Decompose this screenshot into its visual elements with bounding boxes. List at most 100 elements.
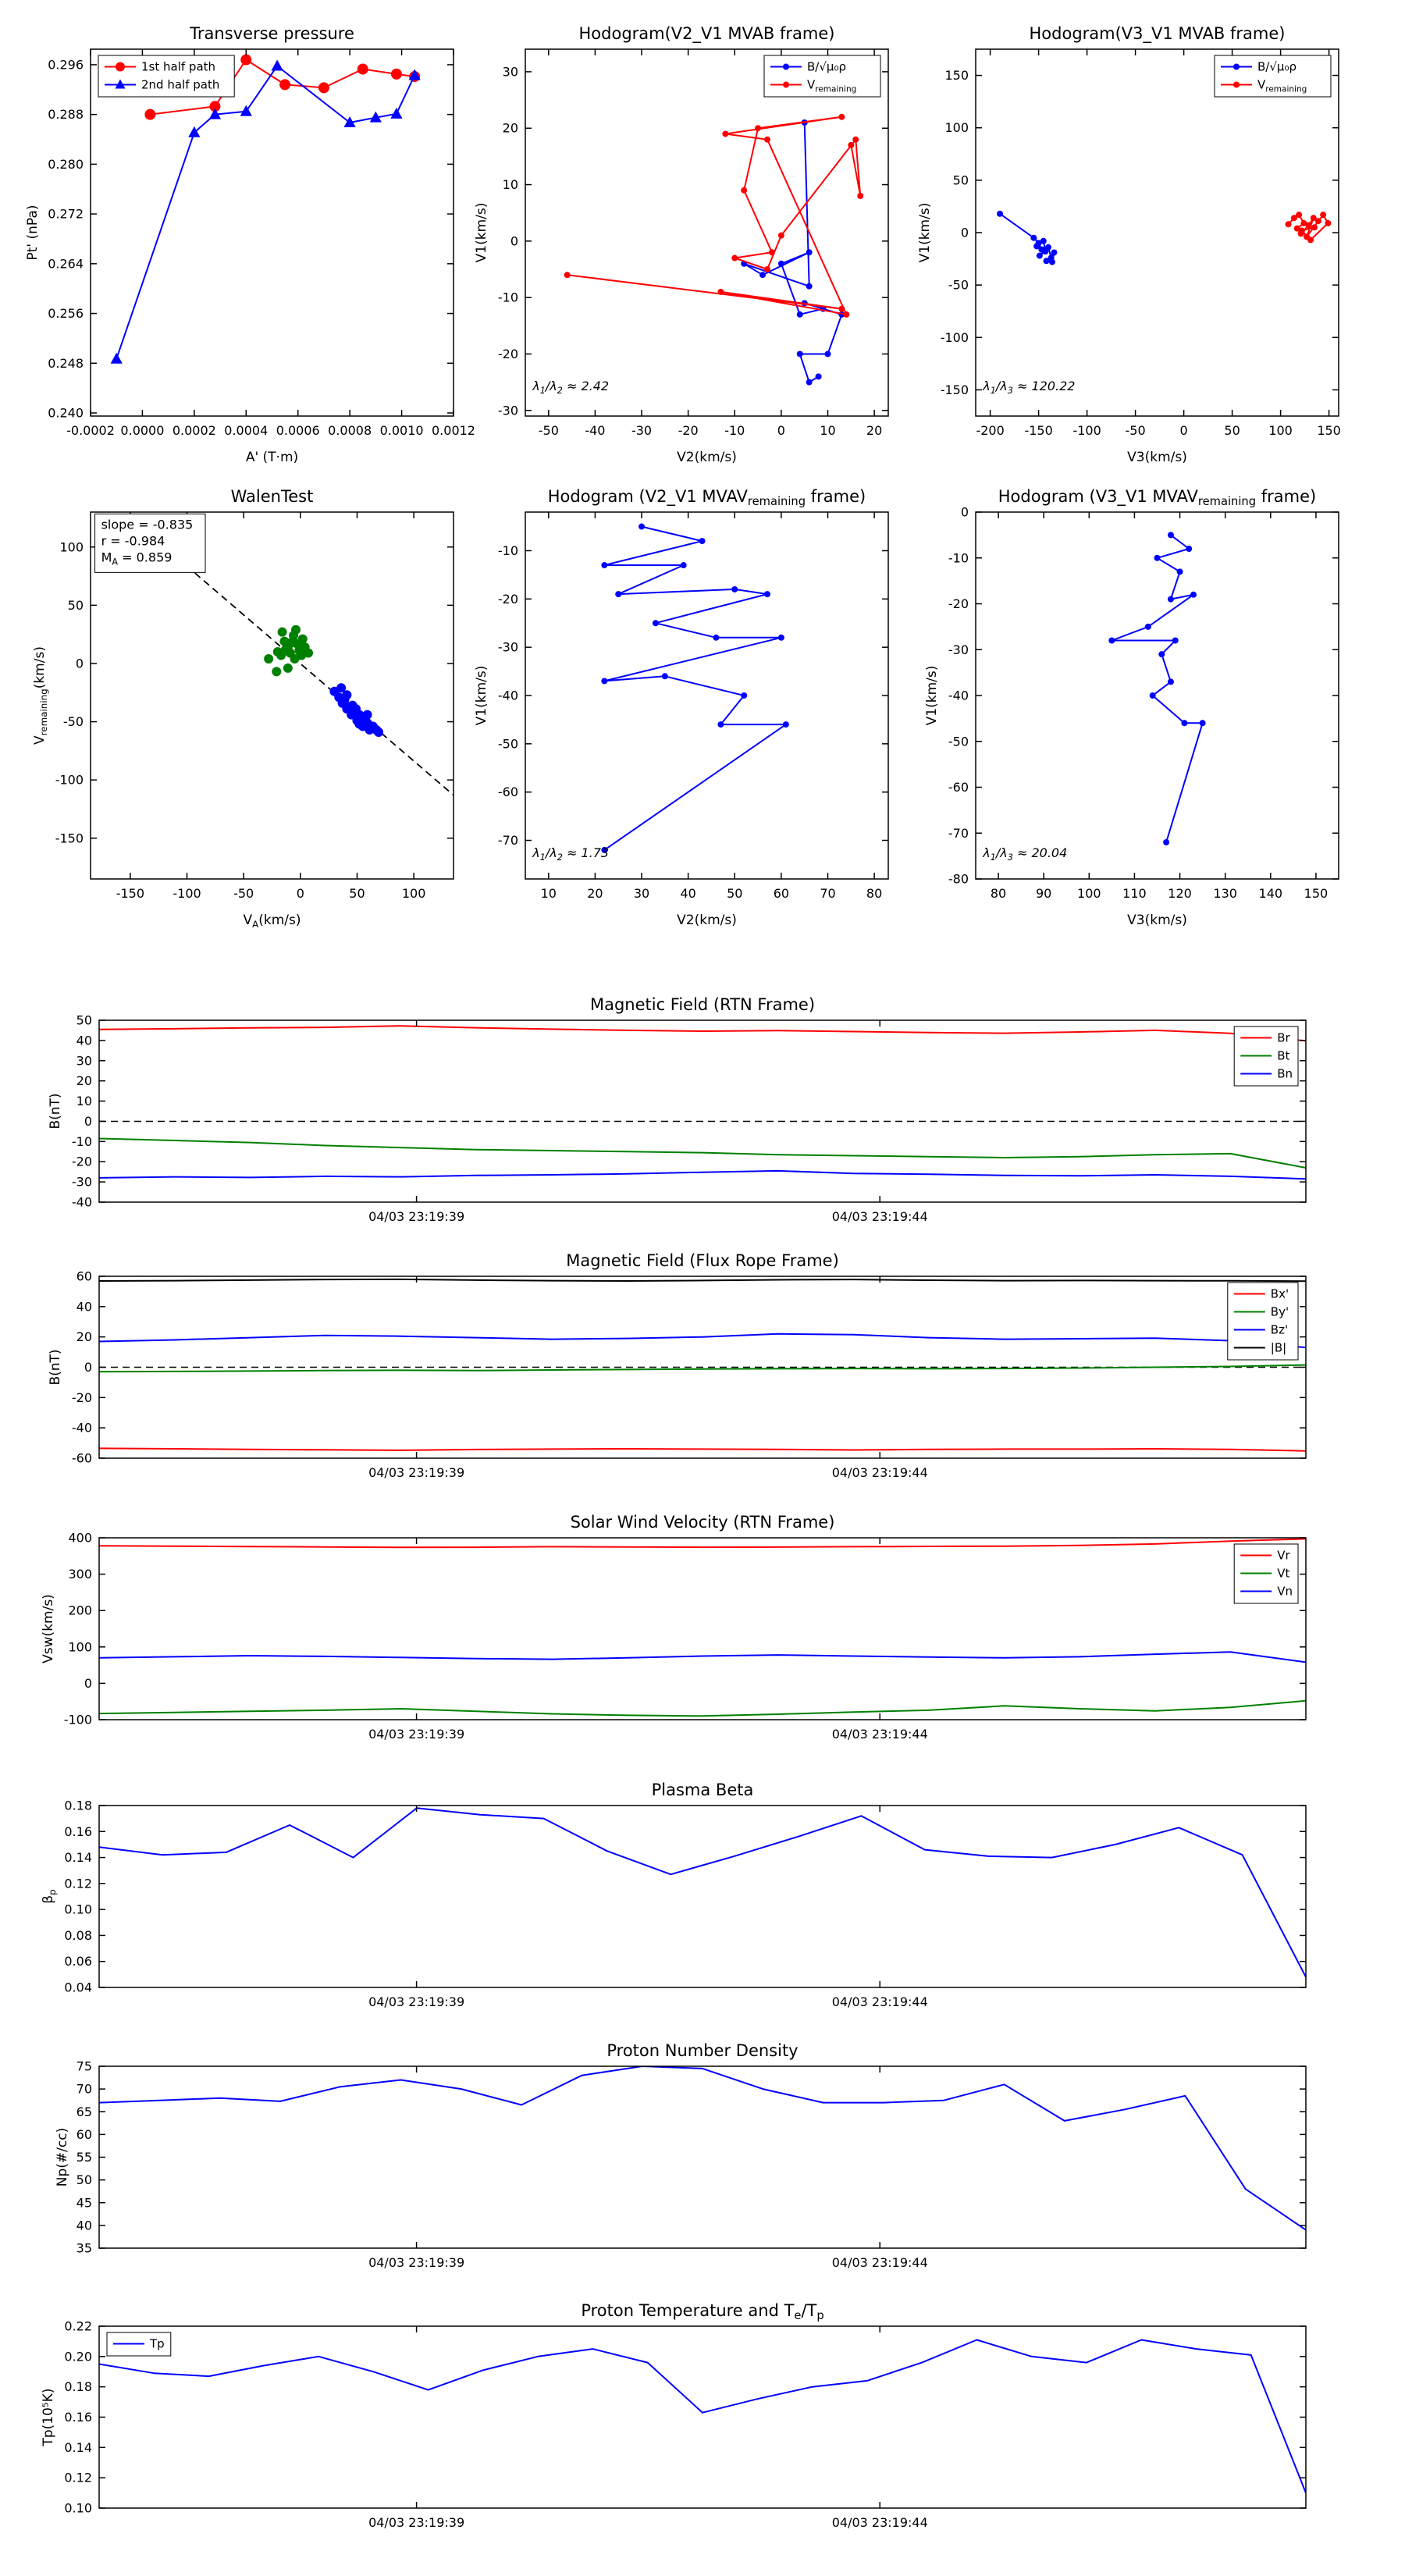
walen-test-xtick-label: -150 [116,886,144,901]
hodogram-v3v1-mvav-xtick-label: 150 [1304,886,1329,901]
vsw-rtn-frame [98,1537,1307,1720]
hodogram-v2v1-mvab-annotation: λ1/λ2 ≈ 2.42 [532,379,609,396]
vsw-rtn-ylabel: Vsw(km/s) [41,1594,56,1663]
hodogram-v3v1-mvab-xtick-label: -150 [1024,423,1052,438]
transverse-pressure-xlabel: A' (T·m) [246,450,298,465]
hodogram-v3v1-mvav-ytick-label: -20 [948,596,969,611]
vsw-rtn-series-1 [99,1699,1306,1717]
proton-temp-plot-area [99,2339,1306,2493]
chart-hodogram-v2v1-mvab: -50 -40 -30 -20 -10 0 10 20 -30 -20 -10 0 10 20 30 Hodo… [474,24,889,465]
chart-hodogram-v3v1-mvav: 80 90 100 110 120 130 140 150 0 -10 -20 -30 -40 -50 -6… [924,487,1339,928]
hodogram-v2v1-mvab-legend-label: B/√μ₀ρ [807,60,846,74]
hodogram-v2v1-mvav-xtick-label: 70 [820,886,835,901]
vsw-rtn-ytick-label: 200 [68,1603,92,1618]
mag-flux-rope-xtick-label: 04/03 23:19:44 [832,1465,928,1480]
hodogram-v2v1-mvav-plot-area [601,523,789,853]
vsw-rtn-plot-area [99,1538,1306,1717]
hodogram-v2v1-mvab-ytick-label: 30 [503,64,518,79]
hodogram-v3v1-mvab-markers-0 [997,210,1058,265]
hodogram-v3v1-mvav-markers-0 [1108,532,1206,845]
transverse-pressure-plot-area [110,54,421,364]
proton-temp-xtick-label: 04/03 23:19:44 [832,2515,928,2530]
hodogram-v3v1-mvab-legend-label: B/√μ₀ρ [1257,60,1297,74]
mag-rtn-xtick-label: 04/03 23:19:44 [832,1209,928,1224]
mag-flux-rope-ytick-label: 60 [76,1269,92,1284]
plasma-beta-ytick-label: 0.10 [64,1902,92,1917]
vsw-rtn-series-2 [99,1651,1306,1663]
transverse-pressure-ytick-label: 0.240 [48,406,84,421]
transverse-pressure-ytick-label: 0.288 [48,107,84,122]
mag-rtn-title: Magnetic Field (RTN Frame) [590,995,815,1014]
hodogram-v2v1-mvav-ytick-label: -10 [498,543,518,558]
mag-flux-rope-ytick-label: 40 [76,1299,92,1314]
hodogram-v2v1-mvab-xtick-label: -50 [539,423,559,438]
mag-flux-rope-plot-area [99,1278,1306,1452]
mag-rtn-ytick-label: -10 [72,1134,92,1149]
vsw-rtn-title: Solar Wind Velocity (RTN Frame) [571,1513,835,1532]
transverse-pressure-frame [90,48,454,417]
mag-rtn-ytick-label: 0 [84,1114,92,1129]
mag-flux-rope-legend-label: By' [1271,1305,1289,1319]
vsw-rtn-legend-label: Vt [1277,1567,1289,1581]
proton-temp-ytick-label: 0.14 [64,2440,92,2455]
hodogram-v2v1-mvav-ytick-label: -30 [498,640,518,655]
plasma-beta-ytick-label: 0.18 [64,1799,92,1813]
hodogram-v2v1-mvab-title: Hodogram(V2_V1 MVAB frame) [579,24,835,44]
hodogram-v2v1-mvav-markers-0 [601,523,789,853]
transverse-pressure-xtick-label: 0.0012 [432,423,475,438]
hodogram-v3v1-mvab-ytick-label: 0 [961,226,969,240]
hodogram-v2v1-mvab-xtick-label: -40 [585,423,605,438]
hodogram-v2v1-mvav-title: Hodogram (V2_V1 MVAVremaining frame) [548,487,866,508]
walen-test-ytick-label: -150 [55,831,84,845]
hodogram-v2v1-mvav-xtick-label: 10 [541,886,557,901]
walen-test-xtick-label: -50 [233,886,254,901]
proton-density-xtick-label: 04/03 23:19:39 [368,2255,464,2270]
hodogram-v2v1-mvav-ytick-label: -20 [498,592,518,607]
mag-rtn-xtick-label: 04/03 23:19:39 [368,1209,464,1224]
transverse-pressure-ytick-label: 0.272 [48,207,84,222]
proton-density-ytick-label: 60 [76,2127,92,2142]
hodogram-v2v1-mvab-ytick-label: 10 [503,177,518,192]
hodogram-v2v1-mvab-legend-label: Vremaining [807,78,856,94]
mag-flux-rope-ytick-label: -60 [72,1451,92,1466]
mag-flux-rope-ytick-label: -20 [72,1390,92,1405]
hodogram-v2v1-mvab-ytick-label: -20 [498,347,518,361]
vsw-rtn-series-0 [99,1538,1306,1549]
hodogram-v2v1-mvav-annotation: λ1/λ2 ≈ 1.73 [532,845,609,863]
mag-rtn-ytick-label: -40 [72,1195,92,1210]
proton-temp-ytick-label: 0.12 [64,2471,92,2485]
mag-flux-rope-legend-label: |B| [1271,1341,1286,1355]
plasma-beta-ytick-label: 0.14 [64,1850,92,1865]
plasma-beta-plot-area [99,1807,1306,1978]
proton-density-ytick-label: 45 [76,2195,92,2210]
mag-rtn-series-1 [99,1137,1306,1169]
hodogram-v2v1-mvab-series-0 [743,122,843,383]
mag-flux-rope-ytick-label: 0 [84,1360,92,1375]
mag-rtn-series-2 [99,1169,1306,1180]
mag-flux-rope-legend-label: Bx' [1271,1287,1289,1301]
transverse-pressure-legend: 1st half path 2nd half path [98,55,235,98]
hodogram-v2v1-mvav-xtick-label: 20 [587,886,603,901]
hodogram-v2v1-mvav-xtick-label: 30 [634,886,649,901]
hodogram-v2v1-mvab-ytick-label: -30 [498,403,518,418]
hodogram-v2v1-mvav-xtick-label: 40 [680,886,695,901]
transverse-pressure-xtick-label: 0.0010 [380,423,424,438]
vsw-rtn-ytick-label: 100 [68,1639,92,1654]
hodogram-v3v1-mvab-xtick-label: 150 [1317,423,1341,438]
hodogram-v2v1-mvab-frame [525,48,889,417]
hodogram-v3v1-mvav-ylabel: V1(km/s) [924,666,940,726]
proton-temp-ytick-label: 0.22 [64,2319,92,2334]
transverse-pressure-xtick-label: -0.0002 [66,423,115,438]
proton-temp-xtick-label: 04/03 23:19:39 [368,2515,464,2530]
walen-test-frame [90,511,454,880]
plasma-beta-ytick-label: 0.06 [64,1954,92,1969]
mag-rtn-legend: Br Bt Bn [1233,1026,1299,1087]
hodogram-v2v1-mvab-xtick-label: -20 [678,423,699,438]
proton-density-plot-area [99,2066,1306,2231]
mag-rtn-ytick-label: -20 [72,1155,92,1169]
hodogram-v3v1-mvav-ytick-label: -40 [948,688,969,703]
hodogram-v3v1-mvab-ytick-label: 50 [953,173,969,187]
proton-density-series-0 [99,2066,1306,2231]
hodogram-v2v1-mvab-series-1 [567,116,862,315]
